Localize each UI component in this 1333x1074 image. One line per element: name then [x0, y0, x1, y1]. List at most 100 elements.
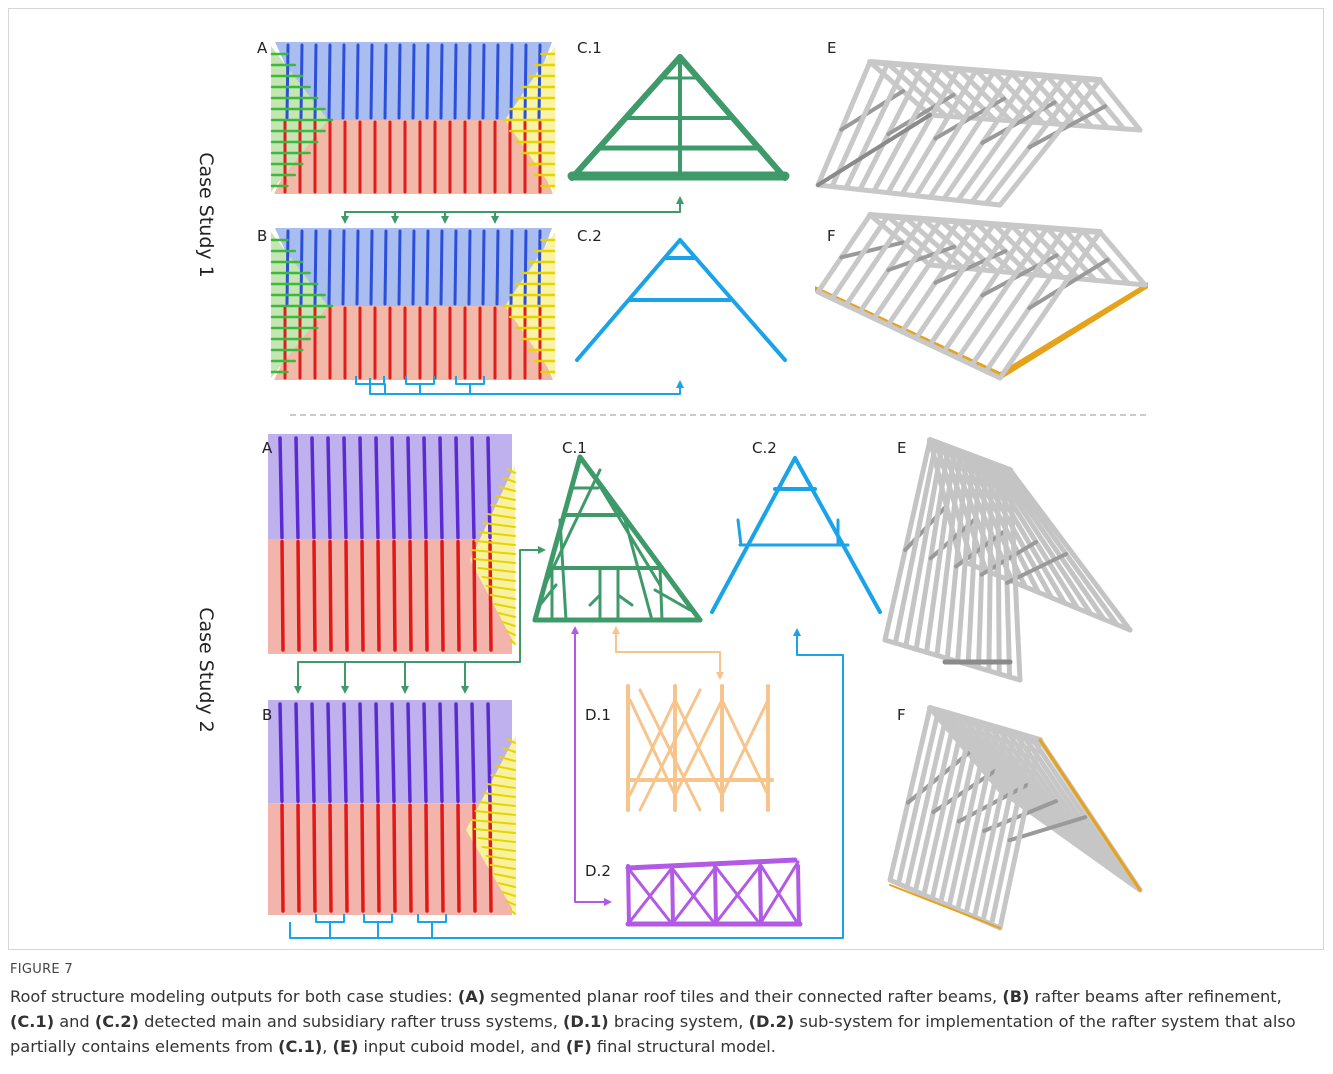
connector [370, 378, 680, 394]
rafter [474, 542, 475, 650]
caption-text: rafter beams after refinement, [1029, 987, 1281, 1006]
beam [618, 595, 632, 605]
caption-text: and [54, 1012, 95, 1031]
beam [535, 457, 580, 620]
caption-text: bracing system, [609, 1012, 749, 1031]
panel-label: C.2 [752, 439, 777, 457]
arrow-head [461, 686, 469, 694]
figure: Case Study 1 Case Study 2 A C.1 E B C.2 … [0, 0, 1333, 955]
rafter [329, 231, 330, 304]
rafter [458, 542, 459, 650]
panel-label: B [262, 706, 272, 724]
beam [846, 65, 905, 188]
rafter [287, 45, 288, 118]
panel-label: E [897, 439, 906, 457]
rafter [394, 542, 395, 650]
rafter [296, 704, 298, 801]
arrow-head [571, 626, 579, 634]
rafter [346, 805, 347, 911]
rafter [399, 231, 400, 304]
caption-ref: (E) [333, 1037, 359, 1056]
rafter [343, 45, 344, 118]
rafter [442, 805, 443, 911]
rafter [394, 805, 395, 911]
rafter [328, 704, 330, 801]
panel-label: B [257, 227, 267, 245]
rafter [408, 438, 410, 538]
caption-ref: (C.1) [10, 1012, 54, 1031]
rafter [488, 704, 490, 801]
rafter [385, 231, 386, 304]
rafter [376, 704, 378, 801]
beam [712, 458, 795, 612]
panel-label: C.1 [562, 439, 587, 457]
arrow-head [604, 898, 612, 906]
rafter [371, 45, 372, 118]
rafter [511, 45, 512, 118]
rafter [314, 805, 315, 911]
beam [798, 866, 799, 924]
rafter [330, 805, 331, 911]
rafter [455, 231, 456, 304]
rafter [469, 45, 470, 118]
caption-ref: (C.1) [278, 1037, 322, 1056]
rafter [378, 805, 379, 911]
rafter [362, 542, 363, 650]
arrow-head [441, 216, 449, 224]
rafter [424, 704, 426, 801]
rafter [441, 45, 442, 118]
arrow-head [676, 380, 684, 388]
arrow-head [391, 216, 399, 224]
figure-label: FIGURE 7 [10, 962, 73, 977]
rafter [287, 231, 288, 304]
rafter [539, 45, 540, 118]
rafter [427, 231, 428, 304]
connector [364, 914, 392, 922]
rafter [298, 542, 299, 650]
rafter [469, 231, 470, 304]
caption-ref: (D.1) [563, 1012, 609, 1031]
arrow-head [491, 216, 499, 224]
arrow-head [793, 628, 801, 636]
rafter [455, 45, 456, 118]
rafter [410, 805, 411, 911]
caption-text: Roof structure modeling outputs for both… [10, 987, 458, 1006]
arrow-head [401, 686, 409, 694]
beam [628, 866, 629, 924]
connector [345, 200, 680, 212]
rafter [427, 45, 428, 118]
panel-label: F [897, 706, 906, 724]
rafter [483, 231, 484, 304]
rafter [344, 704, 346, 801]
rafter [357, 231, 358, 304]
figure-caption: Roof structure modeling outputs for both… [10, 984, 1310, 1059]
rafter [456, 704, 458, 801]
beam [989, 463, 992, 671]
beam [715, 866, 716, 924]
rafter [440, 438, 442, 538]
caption-text: detected main and subsidiary rafter trus… [139, 1012, 563, 1031]
rafter [456, 438, 458, 538]
rafter [330, 542, 331, 650]
connector [616, 634, 720, 672]
beam [672, 866, 673, 924]
rafter [511, 231, 512, 304]
rafter [344, 438, 346, 538]
caption-ref: (D.2) [749, 1012, 795, 1031]
case-study-title: Case Study 2 [195, 607, 217, 733]
panel-label: C.1 [577, 39, 602, 57]
rafter [472, 438, 474, 538]
rafter [442, 542, 443, 650]
arrow-head [676, 196, 684, 204]
rafter [315, 231, 316, 304]
caption-ref: (F) [566, 1037, 592, 1056]
beam [628, 860, 795, 868]
rafter [483, 45, 484, 118]
rafter [362, 805, 363, 911]
rafter [282, 805, 283, 911]
rafter [413, 45, 414, 118]
caption-ref: (A) [458, 987, 485, 1006]
rafter [497, 231, 498, 304]
beam [998, 465, 1000, 673]
rafter [497, 45, 498, 118]
